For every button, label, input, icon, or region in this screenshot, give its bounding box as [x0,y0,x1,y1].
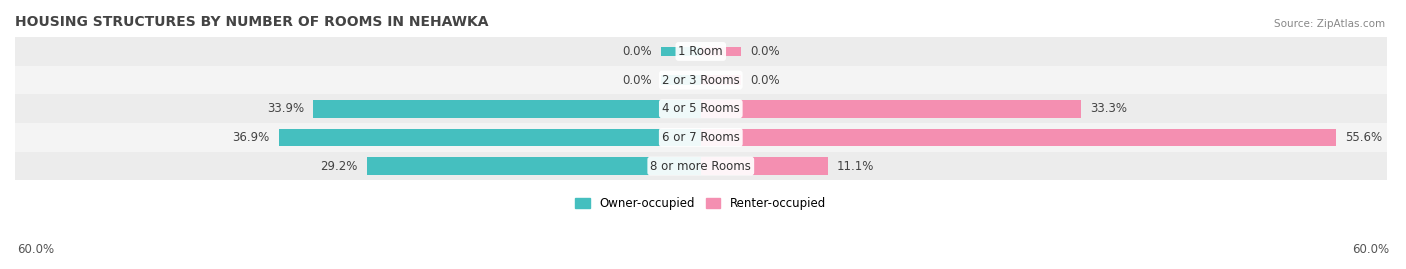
Bar [278,129,700,146]
Text: 0.0%: 0.0% [621,45,651,58]
Text: 36.9%: 36.9% [232,131,270,144]
Text: 0.0%: 0.0% [749,74,779,87]
Text: 55.6%: 55.6% [1346,131,1382,144]
Text: 1 Room: 1 Room [679,45,723,58]
Text: 6 or 7 Rooms: 6 or 7 Rooms [662,131,740,144]
Text: 0.0%: 0.0% [621,74,651,87]
Bar [314,100,700,118]
Text: 11.1%: 11.1% [837,160,875,172]
Bar [15,37,1386,66]
Bar [15,66,1386,94]
Bar [15,152,1386,180]
Text: 4 or 5 Rooms: 4 or 5 Rooms [662,102,740,115]
Bar [367,157,700,175]
Text: 29.2%: 29.2% [321,160,359,172]
Text: 60.0%: 60.0% [17,243,53,256]
Text: HOUSING STRUCTURES BY NUMBER OF ROOMS IN NEHAWKA: HOUSING STRUCTURES BY NUMBER OF ROOMS IN… [15,15,488,29]
Text: Source: ZipAtlas.com: Source: ZipAtlas.com [1274,19,1385,29]
Text: 8 or more Rooms: 8 or more Rooms [651,160,751,172]
Text: 33.3%: 33.3% [1091,102,1128,115]
Bar [15,94,1386,123]
Text: 0.0%: 0.0% [749,45,779,58]
Text: 2 or 3 Rooms: 2 or 3 Rooms [662,74,740,87]
Bar [15,123,1386,152]
Text: 60.0%: 60.0% [1353,243,1389,256]
Bar [700,47,741,56]
Bar [661,75,700,85]
Bar [661,47,700,56]
Bar [700,100,1081,118]
Bar [700,75,741,85]
Text: 33.9%: 33.9% [267,102,304,115]
Bar [700,157,828,175]
Bar [700,129,1336,146]
Legend: Owner-occupied, Renter-occupied: Owner-occupied, Renter-occupied [571,192,831,215]
